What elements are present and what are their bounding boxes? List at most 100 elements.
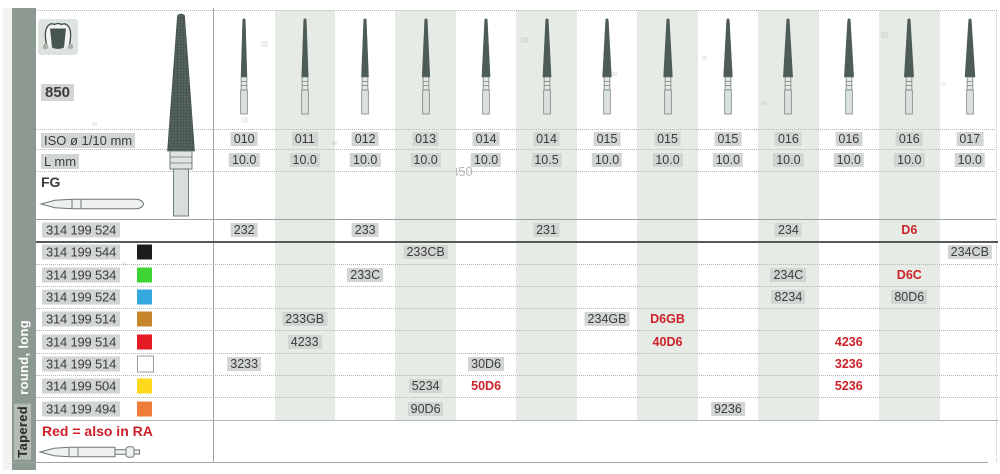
iso-value: 016: [774, 132, 802, 146]
product-code-cell: 231: [533, 223, 560, 238]
bur-illustration: [964, 18, 976, 115]
bur-illustration: [723, 18, 733, 115]
length-value: 10.0: [954, 153, 985, 167]
length-value: 10.0: [470, 153, 502, 167]
scan-noise: [0, 0, 5, 4]
figure-number: 850: [41, 84, 75, 101]
tooth-crown-icon: [38, 19, 78, 55]
product-code-cell: 8234: [771, 290, 806, 305]
catalog-number: 314 199 534: [42, 267, 121, 283]
product-code-cell: 40D6: [652, 334, 683, 349]
page-edge-shadow: [3, 8, 12, 470]
bur-illustration: [904, 18, 915, 115]
length-value: 10.0: [350, 153, 381, 167]
length-value: 10.0: [289, 153, 320, 167]
length-value: 10.5: [531, 153, 562, 167]
catalog-number: 314 199 494: [42, 401, 121, 417]
bottom-rule: [12, 462, 988, 463]
product-code-cell: 5236: [834, 379, 863, 394]
product-row: 314 199 524 8234 80D6: [36, 286, 998, 310]
fg-row-bottom-rule: [36, 219, 997, 220]
product-code-cell: 234: [774, 223, 802, 238]
grit-color-swatch: [137, 289, 152, 305]
product-row: 314 199 534 233C 234C D6C: [36, 264, 998, 287]
bur-detail-image: [167, 13, 195, 217]
ra-bur-icon: [38, 446, 140, 458]
top-rule: [36, 10, 997, 11]
bur-illustration: [843, 18, 854, 115]
product-code-cell: 233C: [347, 267, 384, 282]
product-code-cell: 5234: [408, 379, 443, 394]
bur-illustration: [662, 18, 673, 115]
length-value: 10.0: [833, 153, 864, 167]
length-value: 10.0: [894, 153, 925, 167]
grit-color-swatch: [137, 401, 152, 417]
right-edge-rule: [996, 10, 997, 462]
product-code-cell: 80D6: [891, 290, 928, 305]
iso-value: 015: [654, 132, 681, 146]
length-row-label: L mm: [41, 154, 80, 169]
iso-value: 013: [412, 132, 440, 146]
length-value: 10.0: [229, 153, 260, 167]
product-code-cell: 232: [230, 223, 258, 238]
product-code-cell: D6: [901, 223, 918, 238]
header-column-divider: [213, 8, 214, 462]
product-code-cell: 9236: [710, 401, 745, 416]
bur-illustration: [783, 18, 794, 115]
catalog-number: 314 199 514: [42, 334, 121, 350]
grit-color-swatch: [137, 355, 154, 373]
iso-row: 010 011 012 013 014 014 015 015 015 016 016 016 017: [36, 129, 998, 149]
product-code-cell: 50D6: [471, 379, 502, 394]
iso-value: 016: [895, 132, 923, 146]
length-value: 10.0: [652, 153, 683, 167]
iso-value: 015: [714, 132, 742, 146]
fg-bur-icon: [39, 198, 145, 210]
product-code-cell: 30D6: [468, 356, 505, 371]
bur-illustration: [481, 18, 491, 115]
product-code-cell: 4233: [287, 334, 322, 349]
iso-row-label: ISO ø 1/10 mm: [41, 133, 136, 148]
iso-row-top-rule: [36, 129, 997, 130]
grit-color-swatch: [137, 334, 152, 350]
product-code-cell: 234C: [770, 267, 807, 282]
catalog-number: 314 199 544: [42, 244, 121, 260]
iso-value: 017: [956, 132, 984, 146]
product-code-cell: 234CB: [947, 245, 992, 260]
product-code-cell: 233CB: [403, 245, 448, 260]
product-code-cell: 234GB: [584, 312, 630, 327]
product-code-cell: 3233: [227, 356, 262, 371]
sidebar-band: [12, 8, 36, 470]
product-row: 314 199 514 233GB 234GB D6GB: [36, 308, 998, 332]
catalog-number: 314 199 524: [42, 289, 121, 305]
catalog-number: 314 199 514: [42, 311, 121, 327]
product-row: 314 199 504 5234 50D6 5236: [36, 375, 998, 399]
iso-value: 014: [533, 132, 560, 146]
catalog-number: 314 199 524: [42, 222, 121, 238]
red-note: Red = also in RA: [42, 423, 153, 439]
product-code-cell: 3236: [834, 356, 863, 371]
product-code-cell: 90D6: [407, 401, 444, 416]
product-code-cell: 4236: [834, 334, 863, 349]
shank-type-label: FG: [41, 174, 61, 190]
product-row: 314 199 524 232 233 231 234 D6: [36, 219, 998, 244]
product-code-cell: D6C: [896, 267, 922, 282]
iso-value: 014: [472, 132, 500, 146]
iso-value: 010: [230, 132, 258, 146]
grit-color-swatch: [137, 267, 152, 283]
product-code-cell: D6GB: [650, 312, 685, 327]
iso-row-bottom-rule: [36, 149, 997, 150]
grit-color-swatch: [137, 311, 152, 327]
bur-illustration: [421, 18, 430, 115]
product-row: 314 199 544 233CB 234CB: [36, 241, 998, 265]
product-code-cell: 233: [351, 223, 379, 238]
iso-value: 012: [351, 132, 379, 146]
product-row: 314 199 514 4233 40D6 4236: [36, 331, 998, 354]
length-value: 10.0: [410, 153, 441, 167]
bur-illustration: [602, 18, 612, 115]
length-value: 10.0: [712, 153, 744, 167]
iso-value: 016: [835, 132, 863, 146]
length-value: 10.0: [773, 153, 804, 167]
iso-value: 011: [291, 132, 318, 146]
